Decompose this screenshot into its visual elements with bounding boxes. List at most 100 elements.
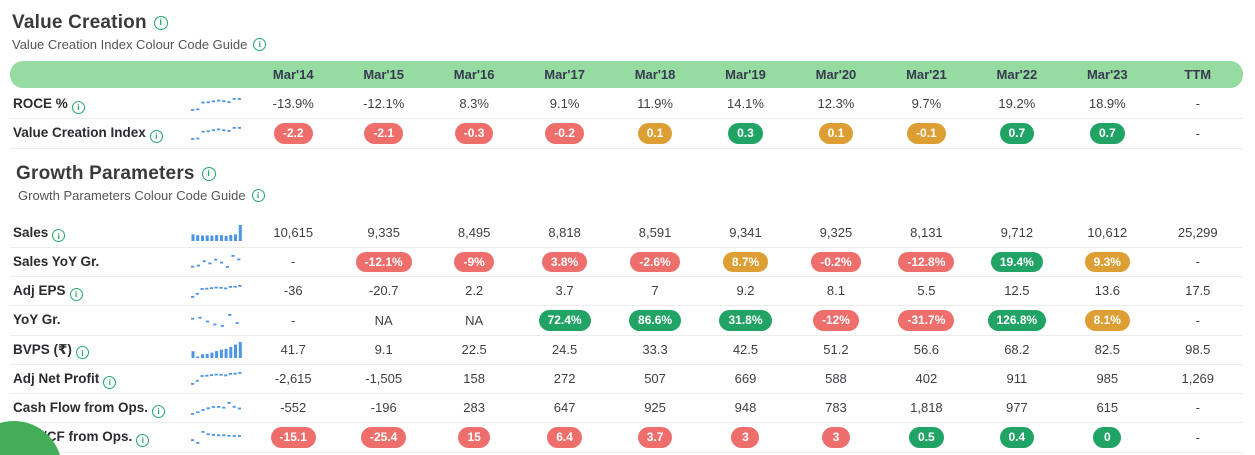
- info-icon[interactable]: i: [71, 100, 85, 114]
- value-creation-table: Mar'14 Mar'15 Mar'16 Mar'17 Mar'18 Mar'19 Mar'…: [10, 61, 1243, 149]
- row-label: Cash Flow from Ops. i: [10, 394, 186, 422]
- value-badge-green: 72.4%: [538, 310, 591, 331]
- table-cell: 9,341: [729, 224, 762, 240]
- value-badge-green: 31.8%: [719, 310, 772, 331]
- sparkline-chart: [191, 372, 242, 386]
- table-cell: -0.3: [429, 123, 519, 144]
- table-cell: -: [1195, 400, 1200, 416]
- value-badge-red: -12%: [812, 310, 859, 331]
- table-cell: 8.1%: [1062, 310, 1152, 331]
- info-icon[interactable]: i: [103, 375, 117, 389]
- table-cell: 948: [734, 400, 757, 416]
- table-cell: 283: [463, 400, 485, 416]
- table-cell: 0.7: [1062, 123, 1152, 144]
- table-cell: 15: [429, 427, 519, 448]
- value-badge-red: -25.4: [361, 427, 407, 448]
- info-icon[interactable]: i: [253, 38, 267, 51]
- table-cell: 8,495: [457, 224, 491, 240]
- section-title-value-creation: Value Creation i: [12, 12, 1243, 34]
- table-cell: 86.6%: [610, 310, 700, 331]
- table-cell: -: [1195, 254, 1200, 270]
- table-cell: -20.7: [368, 283, 399, 299]
- sparkline: [186, 224, 248, 242]
- column-header: Mar'21: [906, 66, 947, 82]
- sparkline-chart: [191, 401, 241, 415]
- value-badge-orange: 0.1: [637, 123, 673, 144]
- table-cell: 3.7: [610, 427, 700, 448]
- info-icon[interactable]: i: [136, 434, 150, 447]
- table-cell: 925: [644, 400, 666, 416]
- value-badge-green: 0.7: [999, 123, 1035, 144]
- table-cell: 985: [1096, 371, 1119, 387]
- table-cell: -: [291, 312, 296, 328]
- row-label-text: Adj Net Profit: [13, 370, 100, 386]
- info-icon[interactable]: i: [149, 130, 163, 143]
- value-badge-orange: 8.7%: [722, 251, 769, 273]
- table-row: Sales YoY Gr. - -12.1% -9% 3.8% -2.6% 8.7% -0.2…: [10, 248, 1243, 277]
- table-cell: 10,615: [273, 224, 314, 240]
- info-icon[interactable]: i: [52, 229, 66, 243]
- value-badge-red: -2.1: [364, 123, 404, 144]
- value-badge-orange: -0.1: [907, 123, 946, 144]
- value-badge-red: -0.2: [545, 123, 584, 144]
- row-label-text: Value Creation Index: [13, 125, 146, 141]
- growth-parameters-table: Sales i 10,615 9,335 8,495 8,818 8,591 9,341 9,3…: [10, 219, 1243, 453]
- sparkline: [186, 253, 248, 270]
- table-cell: 14.1%: [727, 96, 764, 112]
- table-cell: 22.5: [461, 341, 487, 357]
- table-cell: 31.8%: [700, 310, 790, 331]
- table-cell: 158: [463, 371, 485, 387]
- table-cell: 8,131: [910, 224, 943, 240]
- value-badge-red: 3.8%: [541, 251, 588, 273]
- table-cell: 272: [553, 371, 576, 387]
- row-label-text: ROCE %: [13, 96, 68, 111]
- table-cell: 17.5: [1185, 283, 1211, 299]
- table-cell: 41.7: [280, 341, 306, 357]
- sparkline-chart: [191, 430, 241, 444]
- table-cell: -: [291, 254, 296, 270]
- info-icon[interactable]: i: [152, 404, 166, 418]
- table-cell: 18.9%: [1088, 96, 1126, 112]
- info-icon[interactable]: i: [69, 287, 83, 301]
- table-cell: -36: [283, 283, 303, 299]
- value-badge-orange: 8.1%: [1084, 310, 1130, 331]
- info-icon[interactable]: i: [75, 346, 89, 360]
- column-header: Mar'16: [453, 66, 495, 82]
- value-badge-green: 0.7: [1089, 123, 1125, 144]
- value-badge-red: -9%: [454, 251, 494, 273]
- table-cell: -552: [280, 400, 307, 416]
- row-label: BVPS (₹) i: [10, 336, 186, 364]
- sparkline-chart: [191, 313, 239, 327]
- table-cell: 2.2: [465, 283, 484, 299]
- value-badge-green: 0.5: [909, 427, 944, 448]
- table-row: Adj Net Profit i -2,615 -1,505 158 272 507 669 5…: [10, 365, 1243, 394]
- table-cell: -31.7%: [881, 310, 971, 331]
- info-icon[interactable]: i: [201, 166, 216, 181]
- table-cell: 1,269: [1181, 371, 1215, 387]
- table-cell: 9.7%: [911, 96, 942, 112]
- table-row: Cash Flow from Ops. i -552 -196 283 647 925 948…: [10, 394, 1243, 424]
- table-cell: 126.8%: [972, 310, 1062, 331]
- guide-text: Growth Parameters Colour Code Guide: [18, 187, 246, 203]
- table-cell: -12.8%: [881, 251, 971, 273]
- table-row: Adj EPS i -36 -20.7 2.2 3.7 7 9.2 8.1 5.5 12.5 13.6…: [10, 277, 1243, 307]
- table-cell: 12.5: [1004, 283, 1030, 299]
- table-cell: NA: [465, 312, 484, 328]
- table-cell: 9,325: [819, 224, 853, 240]
- sparkline: [186, 283, 248, 300]
- table-cell: -: [1195, 125, 1200, 141]
- table-cell: 3.8%: [519, 251, 609, 273]
- info-icon[interactable]: i: [153, 16, 168, 30]
- table-cell: 1,818: [910, 400, 943, 416]
- column-header: Mar'20: [815, 66, 857, 82]
- value-badge-red: 15: [458, 427, 490, 448]
- table-cell: -0.1: [881, 123, 971, 144]
- table-cell: 12.3%: [817, 96, 855, 112]
- column-header: TTM: [1184, 66, 1212, 82]
- table-cell: 6.4: [519, 427, 609, 448]
- sparkline-chart: [191, 225, 242, 242]
- row-label: YoY Gr.: [10, 306, 186, 334]
- table-cell: 9.1: [374, 341, 393, 357]
- info-icon[interactable]: i: [251, 188, 265, 202]
